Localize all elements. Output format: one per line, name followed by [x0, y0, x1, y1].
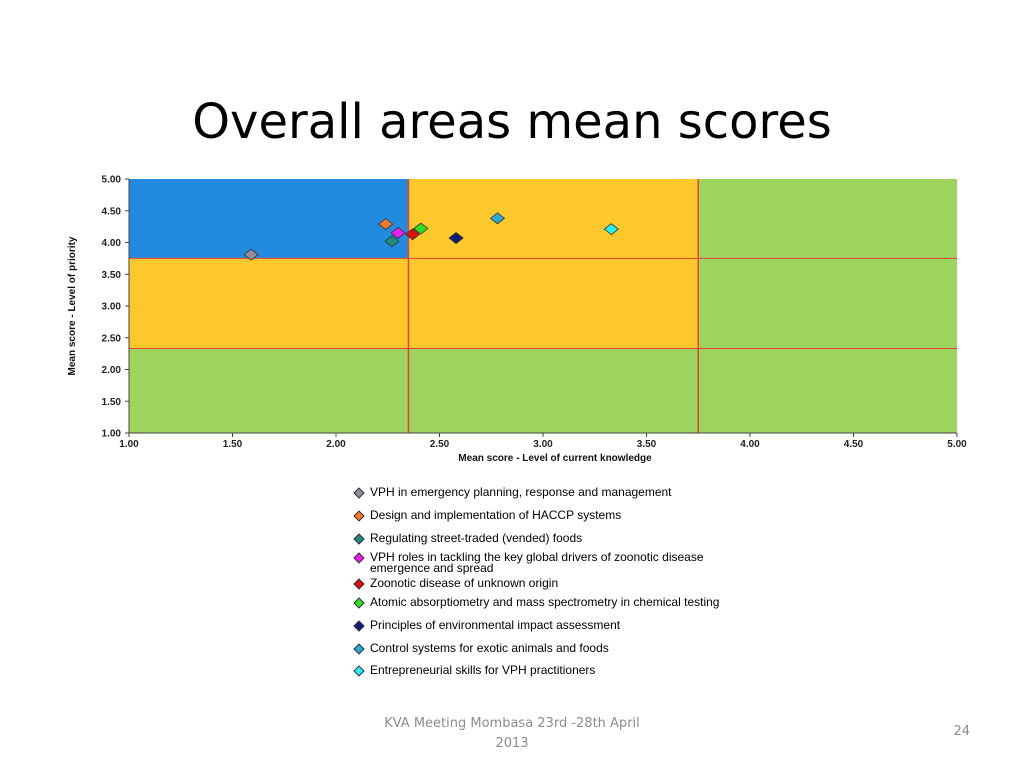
slide-footer: KVA Meeting Mombasa 23rd -28th April 201… — [360, 714, 664, 754]
legend-marker-icon — [353, 533, 365, 545]
legend-label: Design and implementation of HACCP syste… — [370, 508, 622, 522]
data-point — [603, 223, 619, 236]
data-point — [378, 218, 394, 231]
legend-item: VPH roles in tackling the key global dri… — [352, 550, 752, 578]
legend-label: VPH roles in tackling the key global dri… — [370, 550, 704, 575]
legend-label: Principles of environmental impact asses… — [370, 618, 621, 632]
y-tick-label: 4.50 — [102, 206, 122, 217]
chart-region — [129, 179, 409, 259]
legend-marker-icon — [353, 597, 365, 609]
legend-item: Design and implementation of HACCP syste… — [352, 508, 752, 533]
page-number: 24 — [953, 724, 970, 739]
footer-line: KVA Meeting Mombasa 23rd -28th April — [384, 716, 640, 731]
chart-legend: VPH in emergency planning, response and … — [352, 485, 752, 681]
x-tick-label: 1.00 — [119, 439, 139, 450]
legend-marker-icon — [353, 665, 365, 677]
y-tick-label: 3.50 — [102, 270, 122, 281]
legend-label: Atomic absorptiometry and mass spectrome… — [370, 595, 720, 609]
legend-label: VPH in emergency planning, response and … — [370, 485, 672, 499]
chart-region — [129, 258, 409, 349]
scatter-chart: 1.00 1.50 2.00 2.50 3.00 3.50 4.00 4.50 5.00 1.00… — [67, 175, 967, 465]
y-axis-label: Mean score - Level of priority — [67, 236, 78, 375]
y-tick-label: 3.00 — [102, 302, 122, 313]
data-point — [489, 212, 506, 225]
legend-marker-icon — [353, 643, 365, 655]
y-tick-label: 1.00 — [102, 429, 122, 440]
chart-region — [129, 348, 957, 433]
data-point — [390, 226, 406, 239]
data-point — [413, 222, 429, 235]
legend-label: Zoonotic disease of unknown origin — [370, 576, 559, 590]
legend-item: Regulating street-traded (vended) foods — [352, 531, 752, 552]
x-axis-label: Mean score - Level of current knowledge — [458, 453, 652, 464]
x-tick-label: 1.50 — [223, 439, 243, 450]
y-tick-label: 2.00 — [102, 365, 122, 376]
chart-region — [408, 179, 699, 259]
legend-label: Control systems for exotic animals and f… — [370, 641, 609, 655]
legend-item: Control systems for exotic animals and f… — [352, 641, 752, 665]
legend-item: Zoonotic disease of unknown origin — [352, 576, 752, 597]
data-point — [243, 248, 259, 261]
legend-marker-icon — [353, 510, 365, 522]
legend-label: Regulating street-traded (vended) foods — [370, 531, 583, 545]
x-tick-label: 5.00 — [947, 439, 967, 450]
chart-region — [408, 258, 699, 349]
y-tick-label: 5.00 — [102, 175, 122, 186]
data-point — [404, 228, 421, 241]
legend-marker-icon — [353, 578, 365, 590]
legend-marker-icon — [353, 552, 365, 564]
data-point — [384, 235, 400, 248]
y-tick-label: 1.50 — [102, 397, 122, 408]
legend-label: Entrepreneurial skills for VPH practitio… — [370, 663, 596, 677]
x-tick-label: 4.00 — [740, 439, 760, 450]
chart-region — [698, 179, 957, 349]
x-tick-label: 2.50 — [430, 439, 450, 450]
legend-item: Principles of environmental impact asses… — [352, 618, 752, 643]
legend-item: VPH in emergency planning, response and … — [352, 485, 752, 510]
legend-marker-icon — [353, 487, 365, 499]
legend-marker-icon — [353, 620, 365, 632]
y-tick-label: 2.50 — [102, 333, 122, 344]
y-tick-label: 4.00 — [102, 238, 122, 249]
legend-item: Atomic absorptiometry and mass spectrome… — [352, 595, 752, 620]
x-tick-label: 2.00 — [326, 439, 346, 450]
slide-title: Overall areas mean scores — [192, 94, 832, 151]
x-tick-label: 3.50 — [637, 439, 657, 450]
legend-item: Entrepreneurial skills for VPH practitio… — [352, 663, 752, 681]
footer-line: 2013 — [495, 736, 529, 751]
x-tick-label: 4.50 — [844, 439, 864, 450]
x-tick-label: 3.00 — [533, 439, 553, 450]
data-point — [448, 232, 464, 245]
